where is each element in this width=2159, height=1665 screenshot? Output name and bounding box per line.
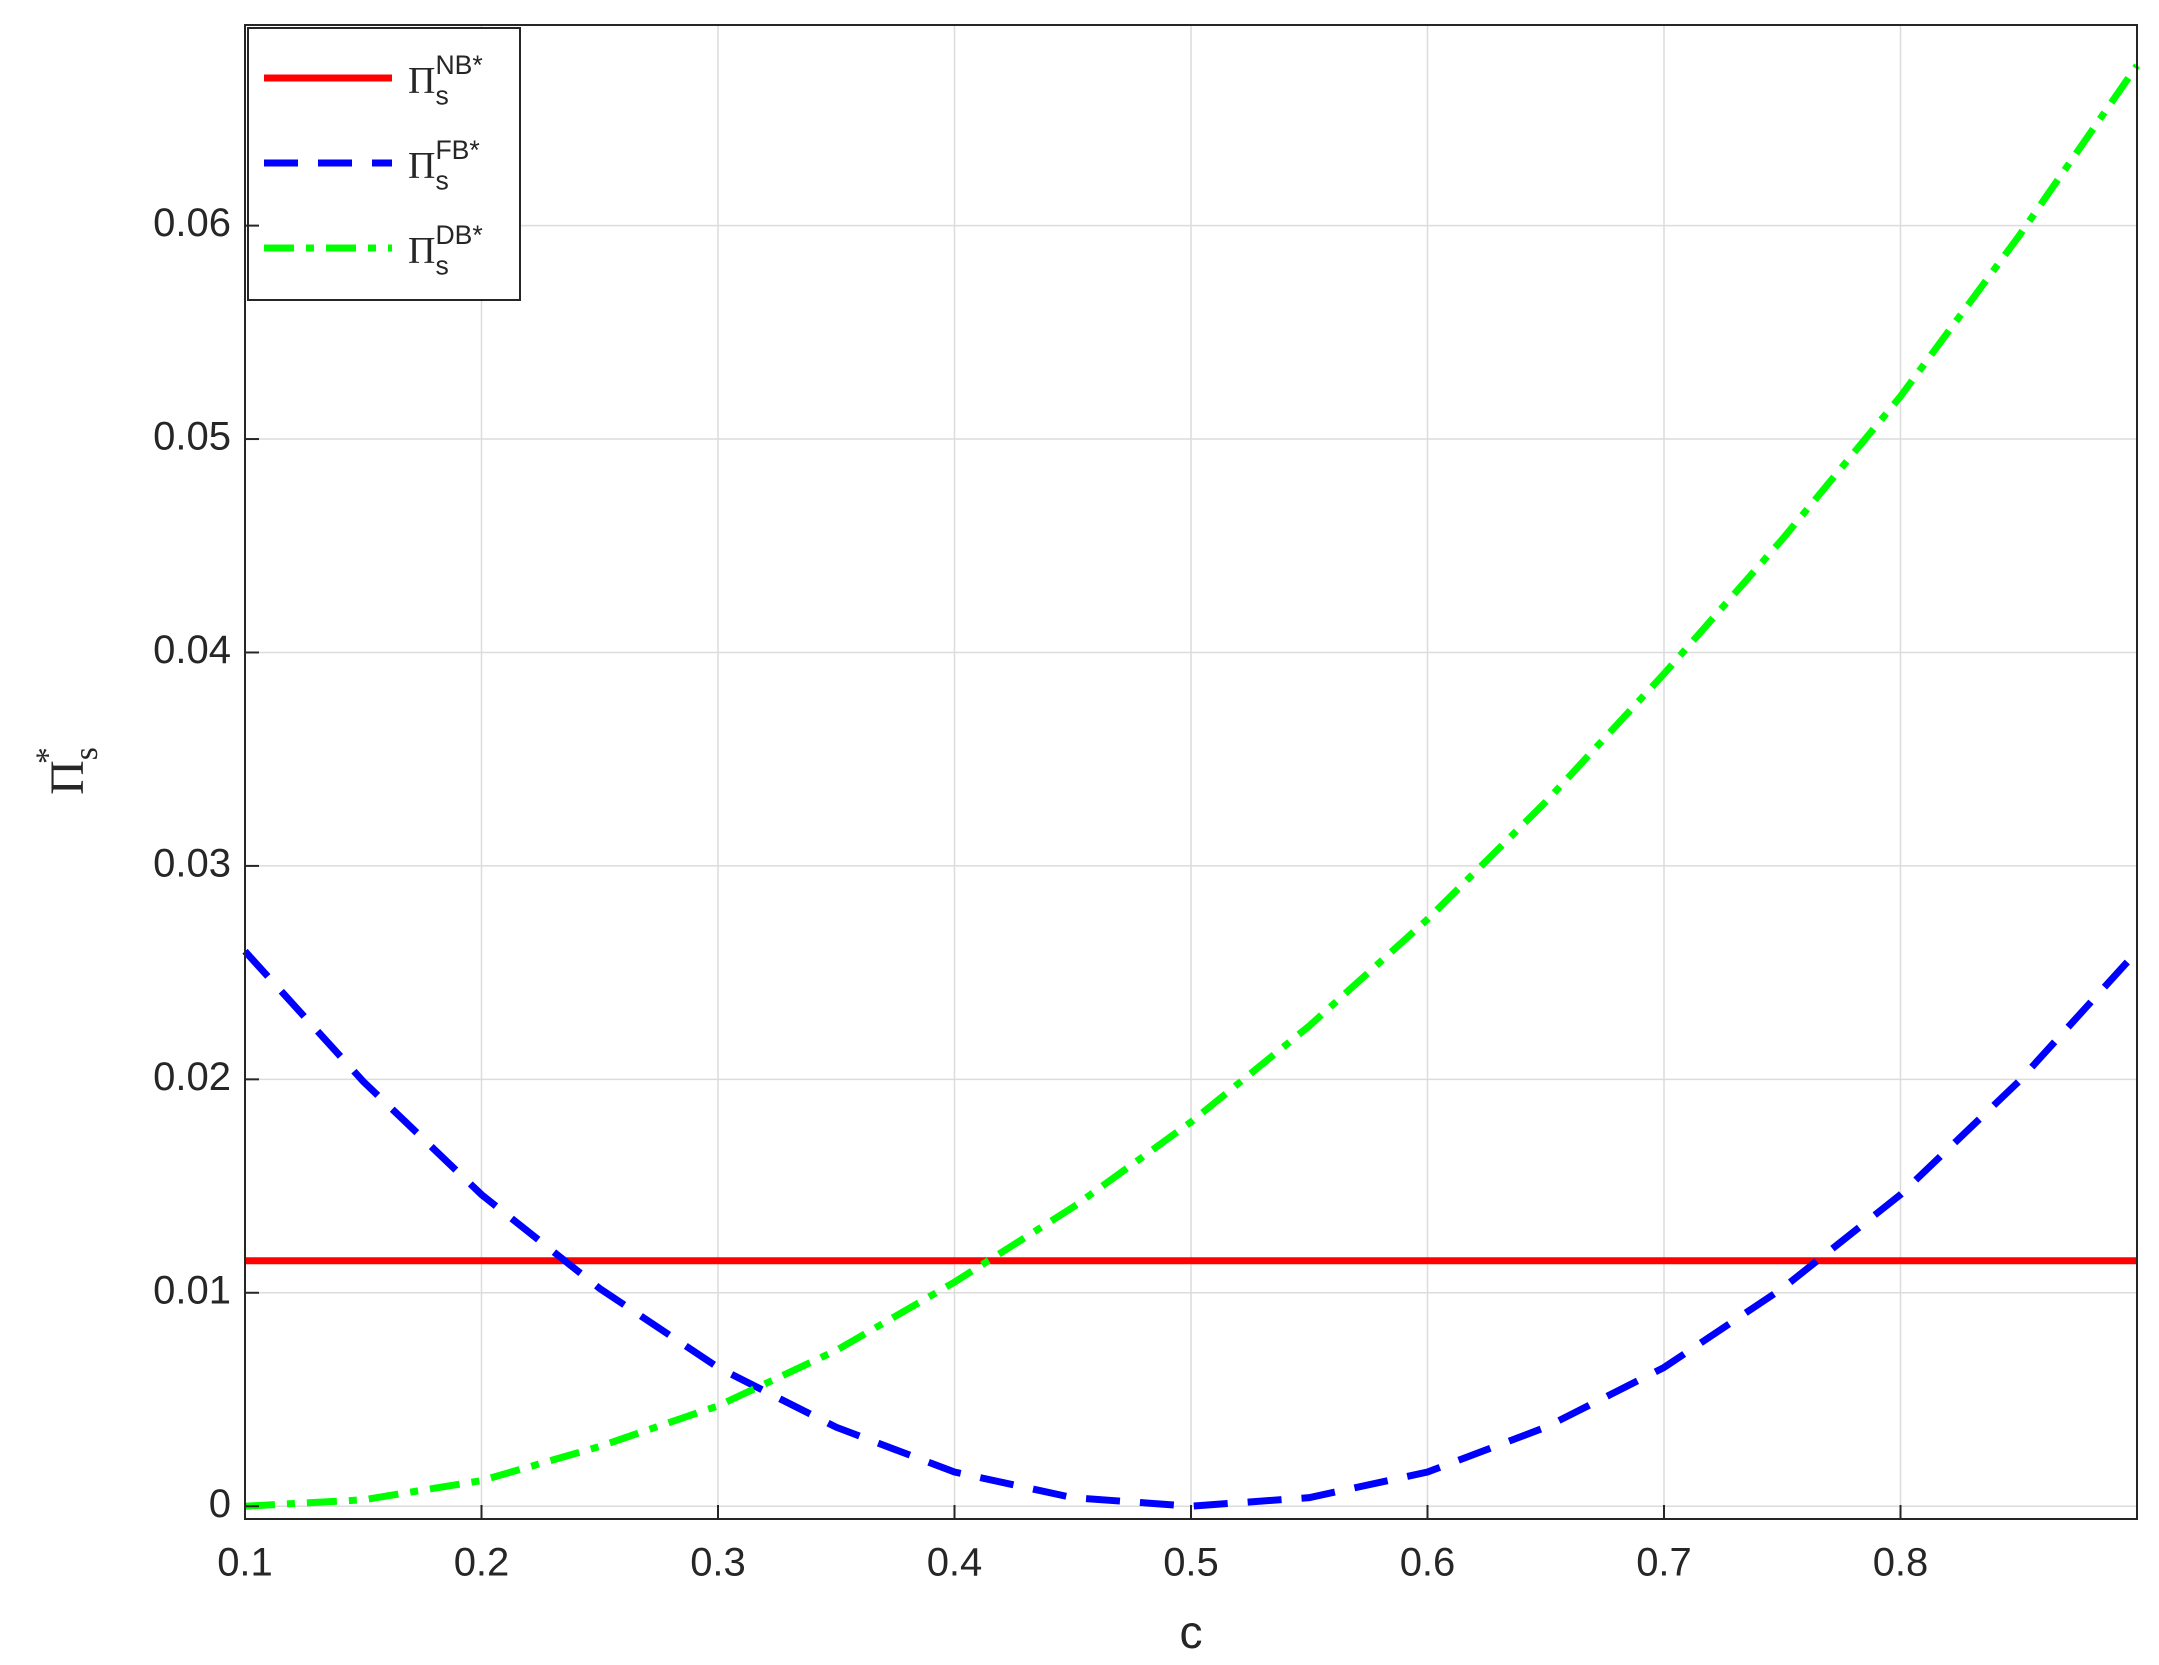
x-tick-label: 0.7 <box>1636 1541 1692 1585</box>
x-tick-label: 0.5 <box>1163 1541 1219 1585</box>
legend: ΠsNB* ΠsFB* ΠsDB* <box>247 27 521 301</box>
y-tick-label: 0.06 <box>153 201 231 245</box>
lines-layer <box>242 63 2140 1510</box>
y-tick-label: 0.03 <box>153 841 231 885</box>
x-tick-label: 0.8 <box>1873 1541 1929 1585</box>
x-tick-label: 0.6 <box>1400 1541 1456 1585</box>
x-tick-label: 0.4 <box>927 1541 983 1585</box>
legend-label: ΠsDB* <box>408 220 483 280</box>
grid-layer <box>244 25 2137 1519</box>
y-tick-label: 0.01 <box>153 1268 231 1312</box>
y-tick-label: 0.05 <box>153 415 231 459</box>
y-axis-label: Πs* <box>29 747 104 795</box>
y-tick-label: 0.04 <box>153 628 231 672</box>
x-tick-label: 0.2 <box>454 1541 510 1585</box>
x-tick-label: 0.1 <box>217 1541 273 1585</box>
x-axis-label: c <box>1180 1606 1203 1658</box>
series-line <box>244 63 2140 1510</box>
y-tick-label: 0 <box>209 1482 231 1526</box>
x-tick-label: 0.3 <box>690 1541 746 1585</box>
series-line <box>242 948 2140 1510</box>
legend-label: ΠsNB* <box>408 50 483 110</box>
legend-label: ΠsFB* <box>408 135 480 195</box>
y-tick-label: 0.02 <box>153 1055 231 1099</box>
